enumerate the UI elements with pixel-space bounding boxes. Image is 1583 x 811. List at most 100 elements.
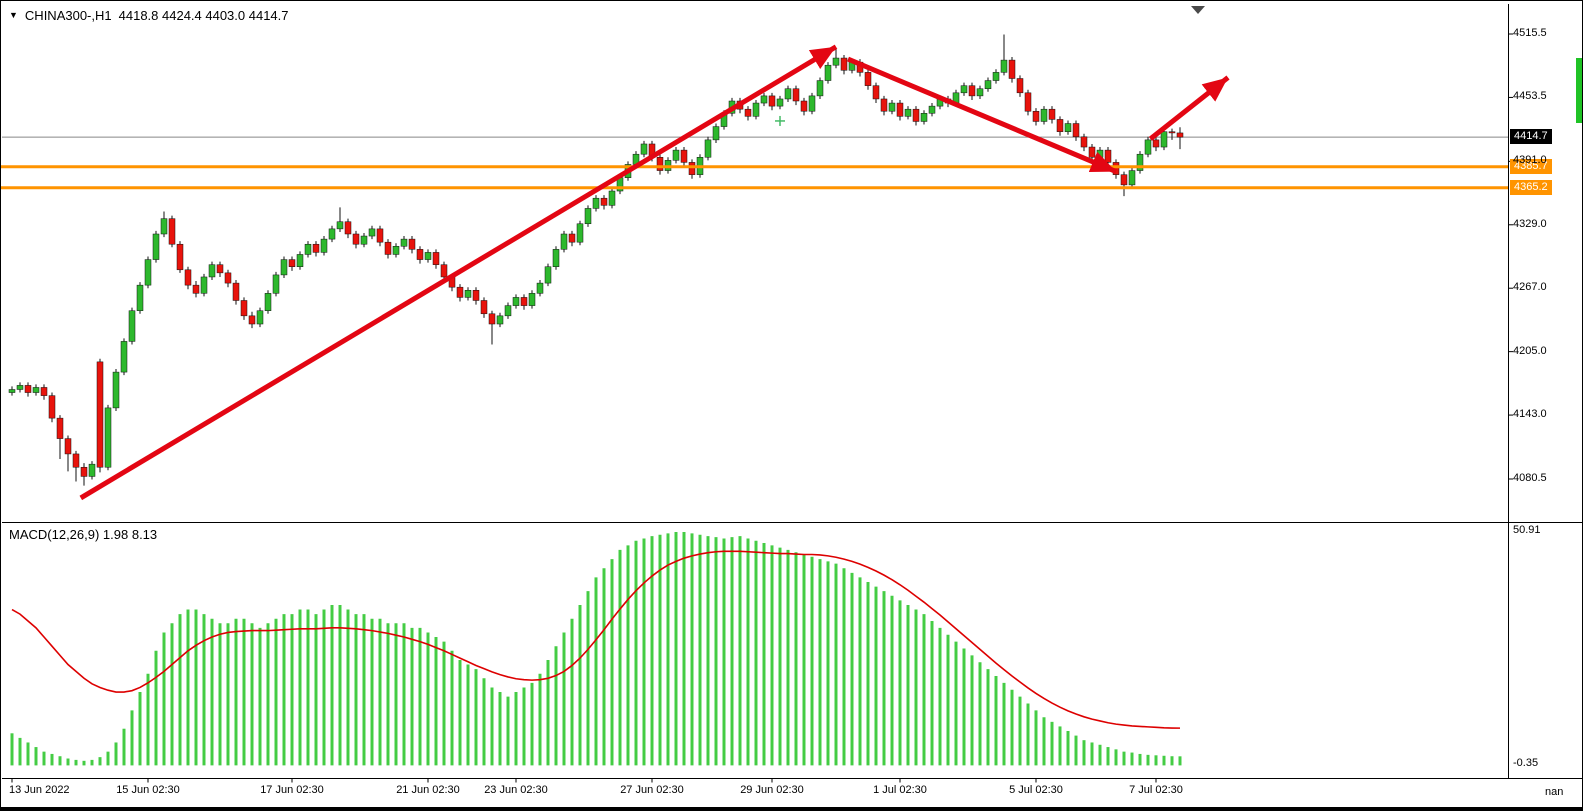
candle-body	[1016, 78, 1024, 94]
candle-body	[760, 95, 768, 104]
candle-body	[112, 371, 120, 409]
candle-body	[120, 341, 128, 373]
candle-body	[304, 243, 312, 255]
candle-body	[216, 264, 224, 274]
time-axis-label: 17 Jun 02:30	[260, 784, 324, 796]
candle-body	[1080, 136, 1088, 148]
candle-body	[904, 108, 912, 117]
chart-shift-marker-icon[interactable]	[1191, 6, 1205, 14]
candle-body	[24, 385, 32, 393]
candle-body	[824, 64, 832, 81]
candle-body	[272, 274, 280, 294]
candle-body	[248, 315, 256, 325]
candle-body	[552, 249, 560, 267]
symbol-dropdown-icon[interactable]: ▼	[9, 10, 18, 20]
candle-body	[16, 385, 24, 390]
candle-body	[832, 57, 840, 66]
candle-body	[480, 300, 488, 315]
time-axis-label: 27 Jun 02:30	[620, 784, 684, 796]
time-axis-label: 29 Jun 02:30	[740, 784, 804, 796]
candle-body	[816, 80, 824, 97]
candle-body	[888, 102, 896, 112]
candle-body	[656, 157, 664, 171]
candle-body	[264, 293, 272, 311]
candle-body	[88, 463, 96, 477]
current-price-tag: 4414.7	[1510, 129, 1552, 145]
trend-arrow[interactable]	[79, 44, 838, 501]
candle-body	[968, 85, 976, 97]
candle-body	[56, 417, 64, 439]
candle-body	[376, 228, 384, 243]
symbol-timeframe-label: CHINA300-,H1	[24, 8, 112, 23]
candle-body	[208, 264, 216, 278]
candle-body	[608, 190, 616, 206]
candle-body	[360, 235, 368, 245]
trend-arrow[interactable]	[847, 56, 1117, 174]
candle-body	[8, 389, 16, 393]
candle-body	[576, 223, 584, 243]
candle-body	[880, 98, 888, 112]
candle-body	[1040, 108, 1048, 122]
candle-body	[784, 88, 792, 100]
candle-body	[368, 228, 376, 237]
candle-body	[472, 290, 480, 301]
candle-body	[704, 139, 712, 158]
price-tick-label: 4453.5	[1513, 90, 1547, 103]
candle-body	[896, 102, 904, 117]
candle-body	[1024, 92, 1032, 112]
candle-body	[520, 297, 528, 306]
candle-body	[416, 249, 424, 260]
candle-body	[920, 113, 928, 122]
candle-body	[1072, 123, 1080, 138]
hline-price-tag[interactable]: 4385.7	[1510, 158, 1552, 174]
candle-body	[184, 269, 192, 286]
candle-body	[584, 208, 592, 225]
candle-body	[256, 310, 264, 325]
candle-body	[392, 246, 400, 255]
candle-body	[296, 254, 304, 267]
candle-body	[40, 387, 48, 396]
macd-max-label: 50.91	[1513, 524, 1541, 536]
candle-body	[240, 300, 248, 317]
candle-body	[336, 221, 344, 230]
candle-body	[176, 243, 184, 271]
candle-body	[1048, 108, 1056, 120]
time-axis-label: 7 Jul 02:30	[1129, 784, 1183, 796]
candle-body	[712, 126, 720, 141]
hline-price-tag[interactable]: 4365.2	[1510, 179, 1552, 195]
candle-body	[744, 108, 752, 117]
macd-nan-label: nan	[1545, 786, 1564, 798]
candle-body	[72, 453, 80, 468]
candle-body	[680, 149, 688, 163]
macd-min-label: -0.35	[1513, 757, 1539, 769]
candle-body	[224, 272, 232, 284]
candle-body	[1168, 131, 1176, 134]
right-edge-indicator	[1576, 58, 1582, 123]
candle-body	[544, 266, 552, 284]
time-axis-label: 5 Jul 02:30	[1009, 784, 1063, 796]
candle-body	[792, 88, 800, 102]
candle-body	[400, 238, 408, 247]
candle-body	[168, 218, 176, 245]
candle-body	[48, 395, 56, 419]
candle-body	[1088, 146, 1096, 158]
candle-body	[800, 100, 808, 112]
price-tick-label: 4267.0	[1513, 281, 1547, 294]
candle-body	[1056, 119, 1064, 132]
candle-body	[136, 284, 144, 311]
price-tick-label: 4080.5	[1513, 472, 1547, 484]
candle-body	[768, 95, 776, 107]
price-tick-label: 4143.0	[1513, 408, 1547, 421]
candle-body	[464, 290, 472, 298]
candle-body	[384, 241, 392, 255]
candle-body	[536, 282, 544, 294]
candle-body	[1120, 174, 1128, 186]
candle-body	[280, 259, 288, 276]
time-axis-label: 23 Jun 02:30	[484, 784, 548, 796]
candle-body	[408, 238, 416, 250]
chart-header: ▼ CHINA300-,H1 4418.8 4424.4 4403.0 4414…	[9, 8, 289, 23]
trend-arrow[interactable]	[1148, 75, 1230, 141]
candle-body	[1176, 132, 1184, 138]
candle-body	[984, 80, 992, 89]
